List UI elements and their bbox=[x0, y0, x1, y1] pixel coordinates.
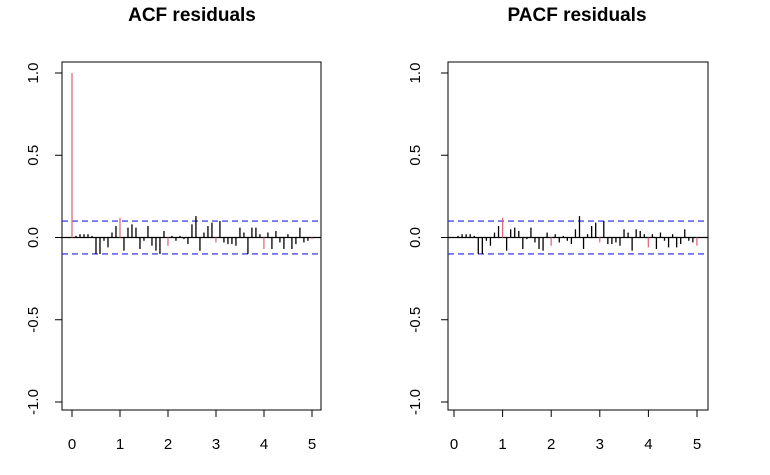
acf-y-tick-label: -1.0 bbox=[25, 389, 42, 415]
pacf-x-tick-label: 0 bbox=[450, 436, 458, 453]
pacf-y-tick-label: 0.0 bbox=[407, 227, 424, 248]
acf-x-tick-label: 0 bbox=[68, 436, 76, 453]
acf-y-axis: -1.0 -0.5 0.0 0.5 1.0 bbox=[25, 63, 62, 415]
pacf-x-tick-label: 5 bbox=[693, 436, 701, 453]
acf-title: ACF residuals bbox=[128, 5, 256, 26]
pacf-x-tick-label: 4 bbox=[644, 436, 652, 453]
acf-y-tick-label: -0.5 bbox=[25, 307, 42, 333]
acf-x-tick-label: 3 bbox=[212, 436, 220, 453]
acf-x-tick-label: 5 bbox=[308, 436, 316, 453]
acf-x-tick-label: 2 bbox=[164, 436, 172, 453]
pacf-y-axis: -1.0 -0.5 0.0 0.5 1.0 bbox=[407, 63, 448, 415]
pacf-y-tick-label: -0.5 bbox=[407, 307, 424, 333]
pacf-title: PACF residuals bbox=[507, 5, 646, 26]
acf-x-axis: 0 1 2 3 4 5 bbox=[68, 410, 316, 453]
pacf-x-tick-label: 1 bbox=[498, 436, 506, 453]
pacf-y-tick-label: 1.0 bbox=[407, 63, 424, 84]
pacf-x-tick-label: 2 bbox=[547, 436, 555, 453]
acf-panel: ACF residuals -1.0 -0.5 0.0 0.5 1.0 0 1 2 3 4 5 bbox=[25, 5, 321, 453]
acf-x-tick-label: 4 bbox=[260, 436, 268, 453]
acf-y-tick-label: 0.5 bbox=[25, 145, 42, 166]
pacf-bars bbox=[458, 216, 697, 254]
acf-bars bbox=[72, 73, 312, 254]
pacf-y-tick-label: -1.0 bbox=[407, 389, 424, 415]
pacf-y-tick-label: 0.5 bbox=[407, 145, 424, 166]
acf-y-tick-label: 0.0 bbox=[25, 227, 42, 248]
pacf-panel: PACF residuals -1.0 -0.5 0.0 0.5 1.0 0 1 2 3 4 5 bbox=[407, 5, 708, 453]
pacf-x-tick-label: 3 bbox=[596, 436, 604, 453]
pacf-plot-frame bbox=[448, 62, 708, 410]
pacf-x-axis: 0 1 2 3 4 5 bbox=[450, 410, 701, 453]
acf-x-tick-label: 1 bbox=[116, 436, 124, 453]
acf-y-tick-label: 1.0 bbox=[25, 63, 42, 84]
